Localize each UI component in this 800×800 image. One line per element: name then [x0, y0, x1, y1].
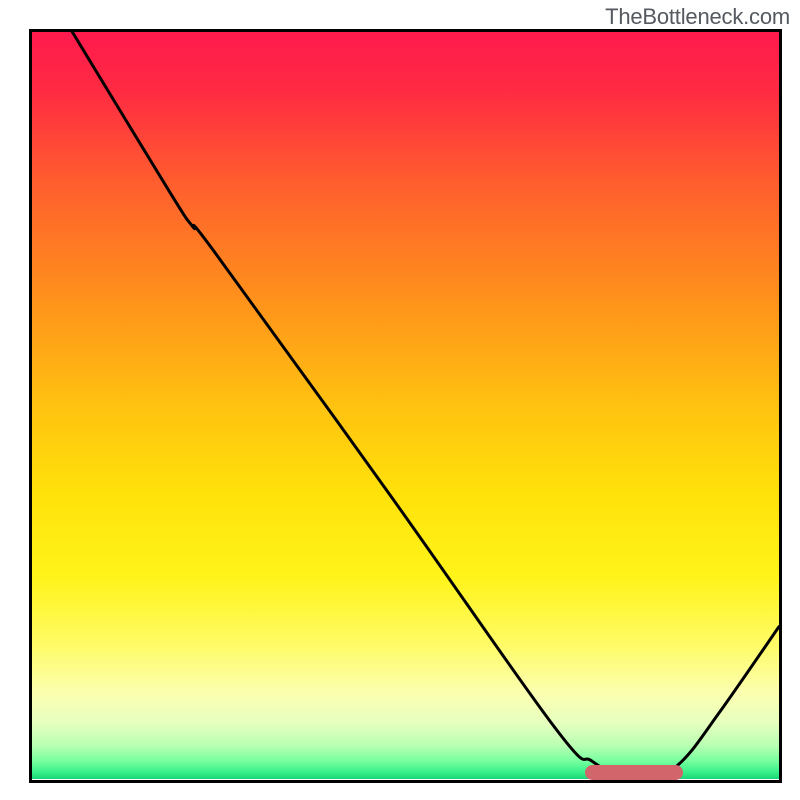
bottleneck-chart: TheBottleneck.com	[0, 0, 800, 800]
watermark-text: TheBottleneck.com	[605, 4, 790, 30]
curve-overlay	[32, 32, 779, 780]
plot-area	[29, 29, 782, 783]
optimal-range-marker	[585, 765, 683, 780]
bottleneck-curve	[72, 32, 779, 780]
